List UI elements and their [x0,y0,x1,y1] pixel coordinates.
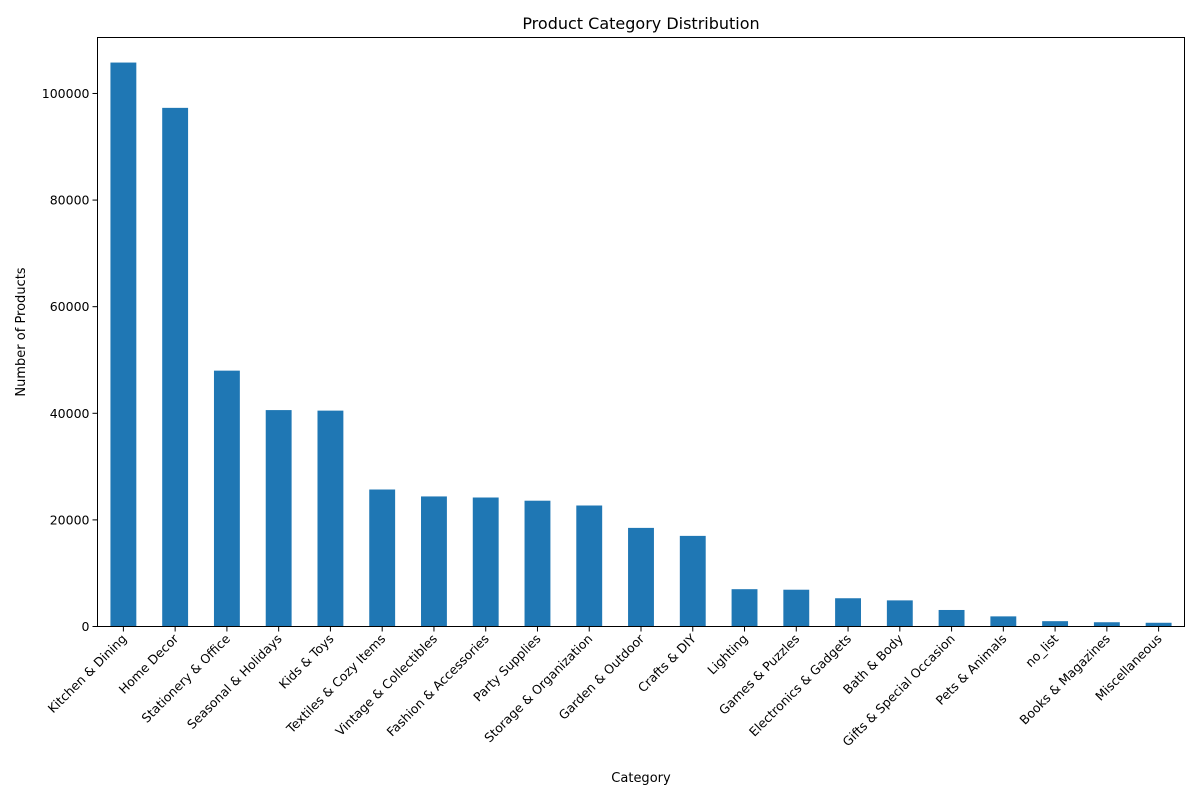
x-tick-label: Seasonal & Holidays [184,631,285,732]
y-tick-label: 80000 [50,193,90,208]
bar-garden-outdoor [628,527,654,627]
bar-kitchen-dining [110,62,137,627]
bar-home-decor [162,107,189,627]
x-tick-label: Lighting [704,631,750,677]
bar-crafts-diy [679,535,706,627]
y-tick-label: 40000 [50,406,90,421]
y-axis-label: Number of Products [14,267,29,396]
x-axis-label: Category [611,771,671,786]
bar-lighting [731,589,758,627]
bar-stationery-office [213,370,240,627]
x-tick-label: Books & Magazines [1016,631,1113,728]
bar-pets-animals [990,616,1017,627]
bar-fashion-accessories [472,497,499,627]
x-tick-label: Electronics & Gadgets [746,631,854,739]
bar-seasonal-holidays [265,410,292,627]
plot-frame [97,37,1185,627]
y-tick-label: 100000 [42,86,90,101]
bar-gifts-special-occasion [938,609,965,627]
y-tick-label: 20000 [50,512,90,527]
bars-group [110,62,1172,627]
bar-miscellaneous [1145,622,1172,627]
bar-textiles-cozy-items [369,489,396,627]
x-tick-label: Kitchen & Dining [45,631,130,716]
bar-party-supplies [524,500,551,627]
bar-bath-body [886,600,913,627]
bar-no-list [1042,621,1069,627]
bar-vintage-collectibles [421,496,447,627]
y-tick-label: 0 [82,619,90,634]
bar-kids-toys [317,410,344,627]
x-tick-label: Textiles & Cozy Items [283,631,389,737]
bar-electronics-gadgets [835,598,861,627]
y-tick-label: 60000 [50,299,90,314]
bar-storage-organization [576,505,603,627]
x-tick-label: no_list [1022,631,1061,670]
bar-games-puzzles [783,589,810,627]
x-tick-label: Vintage & Collectibles [332,631,440,739]
bar-books-magazines [1093,622,1120,627]
x-tick-label: Garden & Outdoor [556,630,648,722]
x-tick-label: Stationery & Office [138,631,233,726]
x-tick-label: Fashion & Accessories [384,631,492,739]
y-axis: 0 20000 40000 60000 80000 100000 [42,86,98,634]
chart-title: Product Category Distribution [522,14,759,33]
